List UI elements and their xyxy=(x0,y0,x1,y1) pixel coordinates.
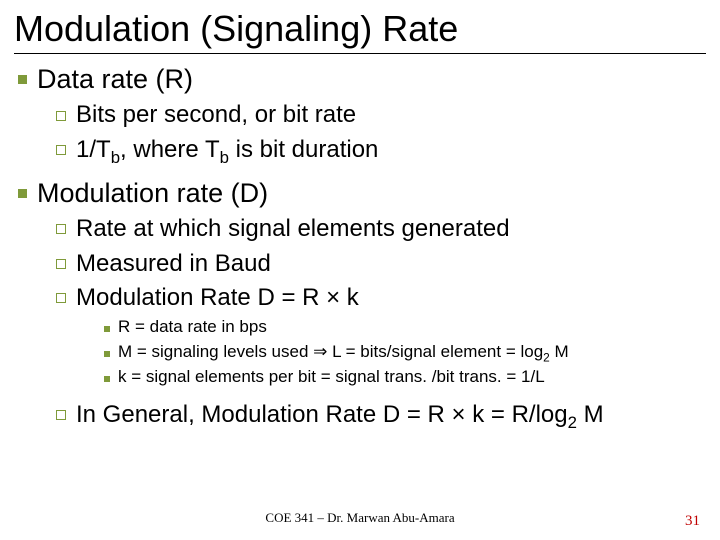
list-item: Modulation Rate D = R × k xyxy=(56,282,706,314)
subscript: b xyxy=(111,148,120,167)
slide: Modulation (Signaling) Rate Data rate (R… xyxy=(0,0,720,540)
item-text: Bits per second, or bit rate xyxy=(76,99,356,131)
square-bullet-icon xyxy=(18,75,27,84)
open-square-bullet-icon xyxy=(56,410,66,420)
list-sub-item: M = signaling levels used ⇒ L = bits/sig… xyxy=(104,341,706,364)
list-item: 1/Tb, where Tb is bit duration xyxy=(56,134,706,166)
text-part: M xyxy=(577,401,604,428)
list-sub-item: k = signal elements per bit = signal tra… xyxy=(104,366,706,389)
small-square-bullet-icon xyxy=(104,351,110,357)
text-part: In General, Modulation Rate D = R × k = … xyxy=(76,401,568,428)
subscript: 2 xyxy=(568,413,577,432)
open-square-bullet-icon xyxy=(56,224,66,234)
list-sub-item: R = data rate in bps xyxy=(104,316,706,339)
text-part: 1/T xyxy=(76,136,111,163)
text-part: , where T xyxy=(120,136,220,163)
item-text: k = signal elements per bit = signal tra… xyxy=(118,366,545,389)
section-modulation-rate: Modulation rate (D) xyxy=(18,178,706,209)
square-bullet-icon xyxy=(18,189,27,198)
item-text: Modulation Rate D = R × k xyxy=(76,282,359,314)
section-heading: Modulation rate (D) xyxy=(37,178,268,209)
open-square-bullet-icon xyxy=(56,145,66,155)
list-item: Bits per second, or bit rate xyxy=(56,99,706,131)
open-square-bullet-icon xyxy=(56,259,66,269)
open-square-bullet-icon xyxy=(56,293,66,303)
text-part: M xyxy=(550,342,569,361)
open-square-bullet-icon xyxy=(56,111,66,121)
item-text: 1/Tb, where Tb is bit duration xyxy=(76,134,378,166)
subscript: b xyxy=(220,148,229,167)
small-square-bullet-icon xyxy=(104,376,110,382)
small-square-bullet-icon xyxy=(104,326,110,332)
item-text: In General, Modulation Rate D = R × k = … xyxy=(76,399,604,431)
content-list: Data rate (R) Bits per second, or bit ra… xyxy=(14,64,706,431)
item-text: Measured in Baud xyxy=(76,248,271,280)
list-item: In General, Modulation Rate D = R × k = … xyxy=(56,399,706,431)
footer-text: COE 341 – Dr. Marwan Abu-Amara xyxy=(0,510,720,526)
item-text: R = data rate in bps xyxy=(118,316,267,339)
slide-title: Modulation (Signaling) Rate xyxy=(14,8,706,49)
title-rule xyxy=(14,53,706,54)
section-data-rate: Data rate (R) xyxy=(18,64,706,95)
list-item: Measured in Baud xyxy=(56,248,706,280)
page-number: 31 xyxy=(685,513,700,530)
list-item: Rate at which signal elements generated xyxy=(56,213,706,245)
item-text: M = signaling levels used ⇒ L = bits/sig… xyxy=(118,341,569,364)
text-part: M = signaling levels used ⇒ L = bits/sig… xyxy=(118,342,543,361)
text-part: is bit duration xyxy=(229,136,378,163)
subscript: 2 xyxy=(543,351,550,365)
section-heading: Data rate (R) xyxy=(37,64,193,95)
item-text: Rate at which signal elements generated xyxy=(76,213,510,245)
